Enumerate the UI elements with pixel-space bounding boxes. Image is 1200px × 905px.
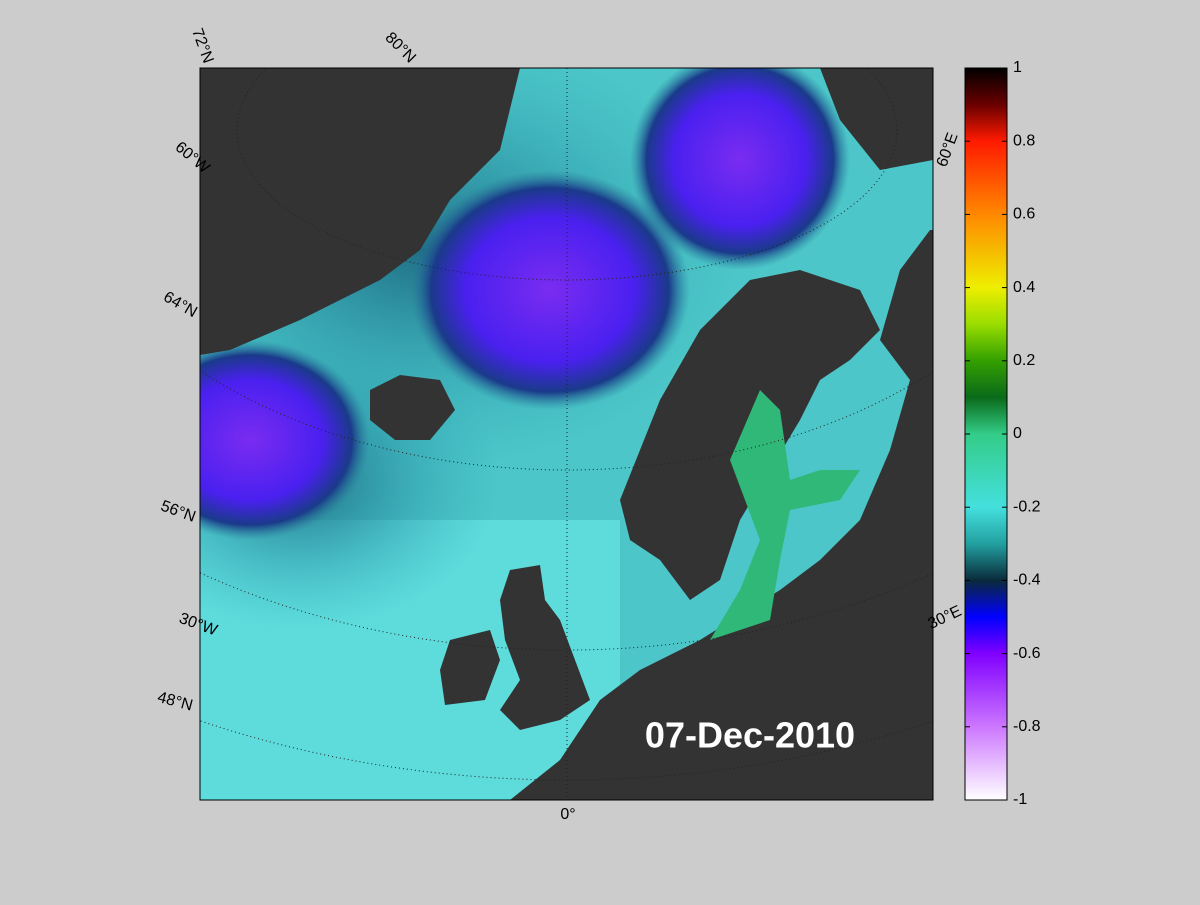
tick-label: -0.2 bbox=[1013, 498, 1041, 515]
anomaly bbox=[410, 170, 690, 410]
lat-label: 72°N bbox=[188, 26, 216, 65]
tick-label: -1 bbox=[1013, 791, 1027, 808]
colorbar-scale bbox=[964, 67, 1008, 801]
tick-label: 0.8 bbox=[1013, 132, 1035, 149]
anomaly bbox=[630, 68, 850, 270]
land bbox=[440, 630, 500, 705]
tick-label: 0.4 bbox=[1013, 279, 1035, 296]
lat-label: 56°N bbox=[158, 498, 197, 526]
graticule bbox=[200, 68, 933, 800]
lat-label: 48°N bbox=[156, 689, 195, 715]
tick-label: 0.2 bbox=[1013, 352, 1035, 369]
date-label: 07-Dec-2010 bbox=[645, 715, 855, 756]
lat-label: 64°N bbox=[160, 288, 199, 321]
land bbox=[200, 68, 520, 355]
anomaly bbox=[200, 340, 370, 540]
map bbox=[200, 68, 933, 800]
lon-label: 60°E bbox=[934, 131, 962, 170]
land bbox=[820, 68, 933, 170]
tick-label: -0.8 bbox=[1013, 718, 1041, 735]
tick-label: 0 bbox=[1013, 425, 1022, 442]
tick-label: 1 bbox=[1013, 59, 1022, 76]
tick-label: 0.6 bbox=[1013, 206, 1035, 223]
lat-label: 80°N bbox=[382, 29, 419, 66]
map-frame bbox=[199, 67, 934, 801]
colorbar: -1 -0.8 -0.6 -0.4 -0.2 0 0.2 0.4 0.6 0.8 1 bbox=[964, 59, 1041, 808]
tick-label: -0.4 bbox=[1013, 572, 1041, 589]
land bbox=[510, 230, 933, 800]
lon-label: 0° bbox=[560, 806, 575, 823]
land bbox=[370, 375, 455, 440]
tick-label: -0.6 bbox=[1013, 645, 1041, 662]
baltic bbox=[710, 390, 860, 640]
